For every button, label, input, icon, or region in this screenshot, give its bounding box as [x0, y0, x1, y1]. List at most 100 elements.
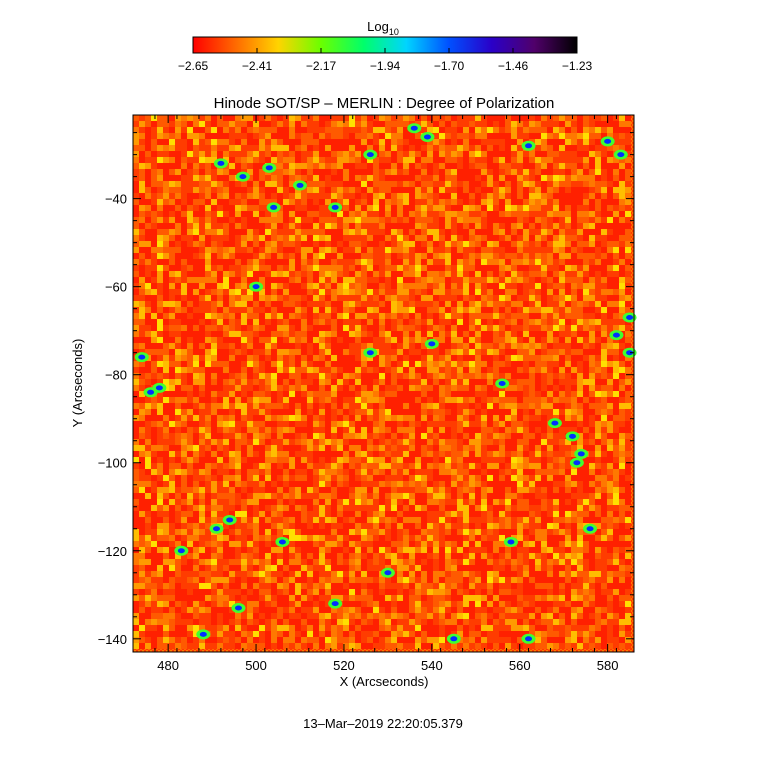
heatmap-cell — [523, 169, 529, 175]
heatmap-cell — [601, 187, 607, 193]
heatmap-cell — [547, 163, 553, 169]
heatmap-cell — [619, 457, 625, 463]
heatmap-cell — [241, 253, 247, 259]
heatmap-cell — [565, 427, 571, 433]
heatmap-cell — [343, 229, 349, 235]
heatmap-cell — [139, 325, 145, 331]
heatmap-cell — [553, 157, 559, 163]
heatmap-cell — [307, 205, 313, 211]
heatmap-cell — [427, 361, 433, 367]
heatmap-cell — [337, 319, 343, 325]
heatmap-cell — [409, 355, 415, 361]
heatmap-cell — [289, 211, 295, 217]
heatmap-cell — [379, 193, 385, 199]
heatmap-cell — [385, 277, 391, 283]
heatmap-cell — [385, 271, 391, 277]
heatmap-cell — [475, 421, 481, 427]
heatmap-cell — [319, 361, 325, 367]
heatmap-cell — [307, 313, 313, 319]
heatmap-cell — [607, 451, 613, 457]
heatmap-cell — [613, 403, 619, 409]
heatmap-cell — [463, 145, 469, 151]
heatmap-cell — [523, 409, 529, 415]
heatmap-cell — [145, 241, 151, 247]
heatmap-cell — [277, 397, 283, 403]
heatmap-cell — [229, 385, 235, 391]
heatmap-cell — [373, 457, 379, 463]
heatmap-cell — [343, 271, 349, 277]
heatmap-cell — [217, 181, 223, 187]
heatmap-cell — [475, 157, 481, 163]
heatmap-cell — [553, 217, 559, 223]
heatmap-cell — [457, 439, 463, 445]
heatmap-cell — [469, 223, 475, 229]
heatmap-cell — [145, 235, 151, 241]
heatmap-cell — [619, 283, 625, 289]
heatmap-cell — [289, 121, 295, 127]
heatmap-cell — [445, 157, 451, 163]
heatmap-cell — [487, 451, 493, 457]
heatmap-cell — [181, 445, 187, 451]
heatmap-cell — [595, 235, 601, 241]
heatmap-cell — [439, 115, 445, 121]
heatmap-cell — [379, 139, 385, 145]
heatmap-cell — [151, 319, 157, 325]
heatmap-cell — [625, 307, 631, 313]
heatmap-cell — [415, 403, 421, 409]
heatmap-cell — [295, 301, 301, 307]
heatmap-cell — [193, 427, 199, 433]
heatmap-cell — [577, 157, 583, 163]
heatmap-cell — [559, 127, 565, 133]
heatmap-cell — [265, 427, 271, 433]
heatmap-cell — [571, 325, 577, 331]
heatmap-cell — [169, 361, 175, 367]
heatmap-cell — [253, 445, 259, 451]
heatmap-cell — [535, 193, 541, 199]
heatmap-cell — [589, 319, 595, 325]
heatmap-cell — [481, 127, 487, 133]
heatmap-cell — [619, 337, 625, 343]
heatmap-cell — [391, 385, 397, 391]
heatmap-cell — [397, 397, 403, 403]
heatmap-cell — [547, 187, 553, 193]
heatmap-cell — [535, 157, 541, 163]
heatmap-cell — [541, 319, 547, 325]
heatmap-cell — [343, 391, 349, 397]
heatmap-cell — [271, 295, 277, 301]
heatmap-cell — [505, 295, 511, 301]
heatmap-cell — [379, 157, 385, 163]
heatmap-cell — [199, 439, 205, 445]
heatmap-cell — [289, 289, 295, 295]
heatmap-cell — [319, 271, 325, 277]
heatmap-cell — [517, 265, 523, 271]
heatmap-cell — [175, 121, 181, 127]
heatmap-cell — [277, 451, 283, 457]
heatmap-cell — [517, 337, 523, 343]
heatmap-cell — [313, 145, 319, 151]
heatmap-cell — [241, 205, 247, 211]
heatmap-cell — [373, 361, 379, 367]
heatmap-cell — [331, 331, 337, 337]
heatmap-cell — [367, 301, 373, 307]
heatmap-cell — [247, 163, 253, 169]
heatmap-cell — [559, 229, 565, 235]
heatmap-cell — [331, 259, 337, 265]
heatmap-cell — [241, 271, 247, 277]
heatmap-cell — [259, 223, 265, 229]
heatmap-cell — [589, 445, 595, 451]
heatmap-cell — [463, 169, 469, 175]
heatmap-cell — [589, 259, 595, 265]
heatmap-cell — [145, 457, 151, 463]
heatmap-cell — [625, 259, 631, 265]
heatmap-cell — [619, 259, 625, 265]
heatmap-cell — [523, 277, 529, 283]
heatmap-cell — [391, 265, 397, 271]
heatmap-cell — [205, 469, 211, 475]
heatmap-cell — [133, 151, 139, 157]
heatmap-cell — [601, 367, 607, 373]
heatmap-cell — [445, 319, 451, 325]
heatmap-cell — [577, 199, 583, 205]
heatmap-cell — [181, 169, 187, 175]
heatmap-cell — [397, 451, 403, 457]
heatmap-cell — [187, 139, 193, 145]
